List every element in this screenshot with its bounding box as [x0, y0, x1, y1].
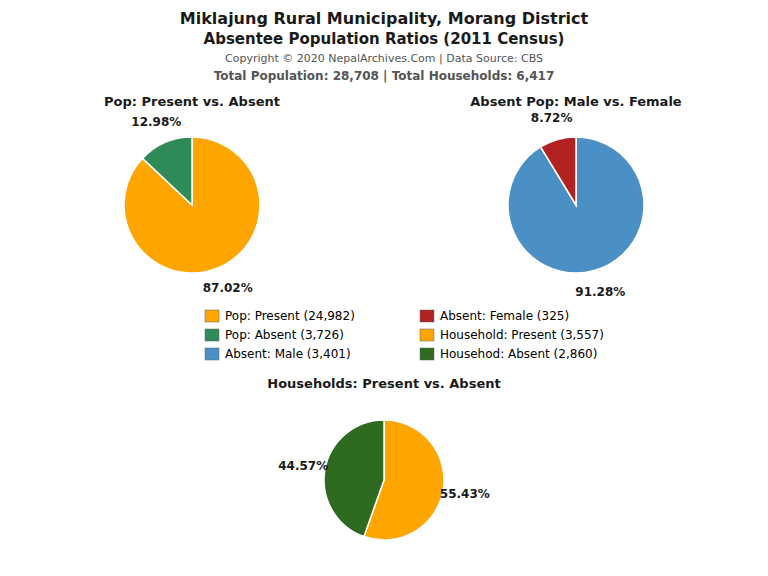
- pie-slice: [541, 137, 576, 205]
- subtitle: Absentee Population Ratios (2011 Census): [204, 30, 565, 48]
- legend-label: Absent: Male (3,401): [225, 347, 351, 361]
- pie-slice: [508, 137, 644, 273]
- legend-swatch: [205, 310, 219, 322]
- background: [0, 0, 768, 576]
- pie-slice: [142, 137, 192, 205]
- title: Miklajung Rural Municipality, Morang Dis…: [180, 9, 589, 28]
- slices: [508, 137, 644, 273]
- pie-title: Pop: Present vs. Absent: [104, 94, 280, 109]
- legend-swatch: [205, 348, 219, 360]
- pie-slice: [124, 137, 260, 273]
- pie-title: Absent Pop: Male vs. Female: [470, 94, 682, 109]
- data-labels: 55.43% 44.57%: [278, 459, 490, 501]
- slices: [124, 137, 260, 273]
- pie-chart: Households: Present vs. Absent 55.43% 44.5…: [267, 376, 500, 540]
- data-label: 12.98%: [131, 115, 181, 129]
- legend-swatch: [420, 310, 434, 322]
- legend-label: Household: Present (3,557): [440, 328, 604, 342]
- data-label: 87.02%: [203, 281, 253, 295]
- pie-title: Households: Present vs. Absent: [267, 376, 500, 391]
- legend-label: Pop: Present (24,982): [225, 309, 355, 323]
- data-label: 91.28%: [575, 285, 625, 299]
- chart-svg: Miklajung Rural Municipality, Morang Dis…: [0, 0, 768, 576]
- legend-label: Pop: Absent (3,726): [225, 328, 344, 342]
- legend-swatch: [420, 348, 434, 360]
- legend-label: Househod: Absent (2,860): [440, 347, 597, 361]
- legend-swatch: [420, 329, 434, 341]
- data-labels: 87.02% 12.98%: [131, 115, 252, 294]
- chart-container: Miklajung Rural Municipality, Morang Dis…: [0, 0, 768, 576]
- slices: [324, 420, 444, 540]
- legend-swatch: [205, 329, 219, 341]
- pie-chart: Pop: Present vs. Absent 87.02% 12.98%: [104, 94, 280, 295]
- pie-chart: Absent Pop: Male vs. Female 91.28% 8.72%: [470, 94, 682, 299]
- annotation: Total Population: 28,708 | Total Househo…: [214, 69, 555, 83]
- data-label: 8.72%: [531, 111, 573, 125]
- annotation: Copyright © 2020 NepalArchives.Com | Dat…: [225, 52, 543, 65]
- data-labels: 91.28% 8.72%: [531, 111, 626, 298]
- pie-slice: [324, 420, 384, 537]
- legend: Pop: Present (24,982) Pop: Absent (3,726)…: [205, 309, 604, 361]
- data-label: 55.43%: [440, 487, 490, 501]
- legend-label: Absent: Female (325): [440, 309, 569, 323]
- data-label: 44.57%: [278, 459, 328, 473]
